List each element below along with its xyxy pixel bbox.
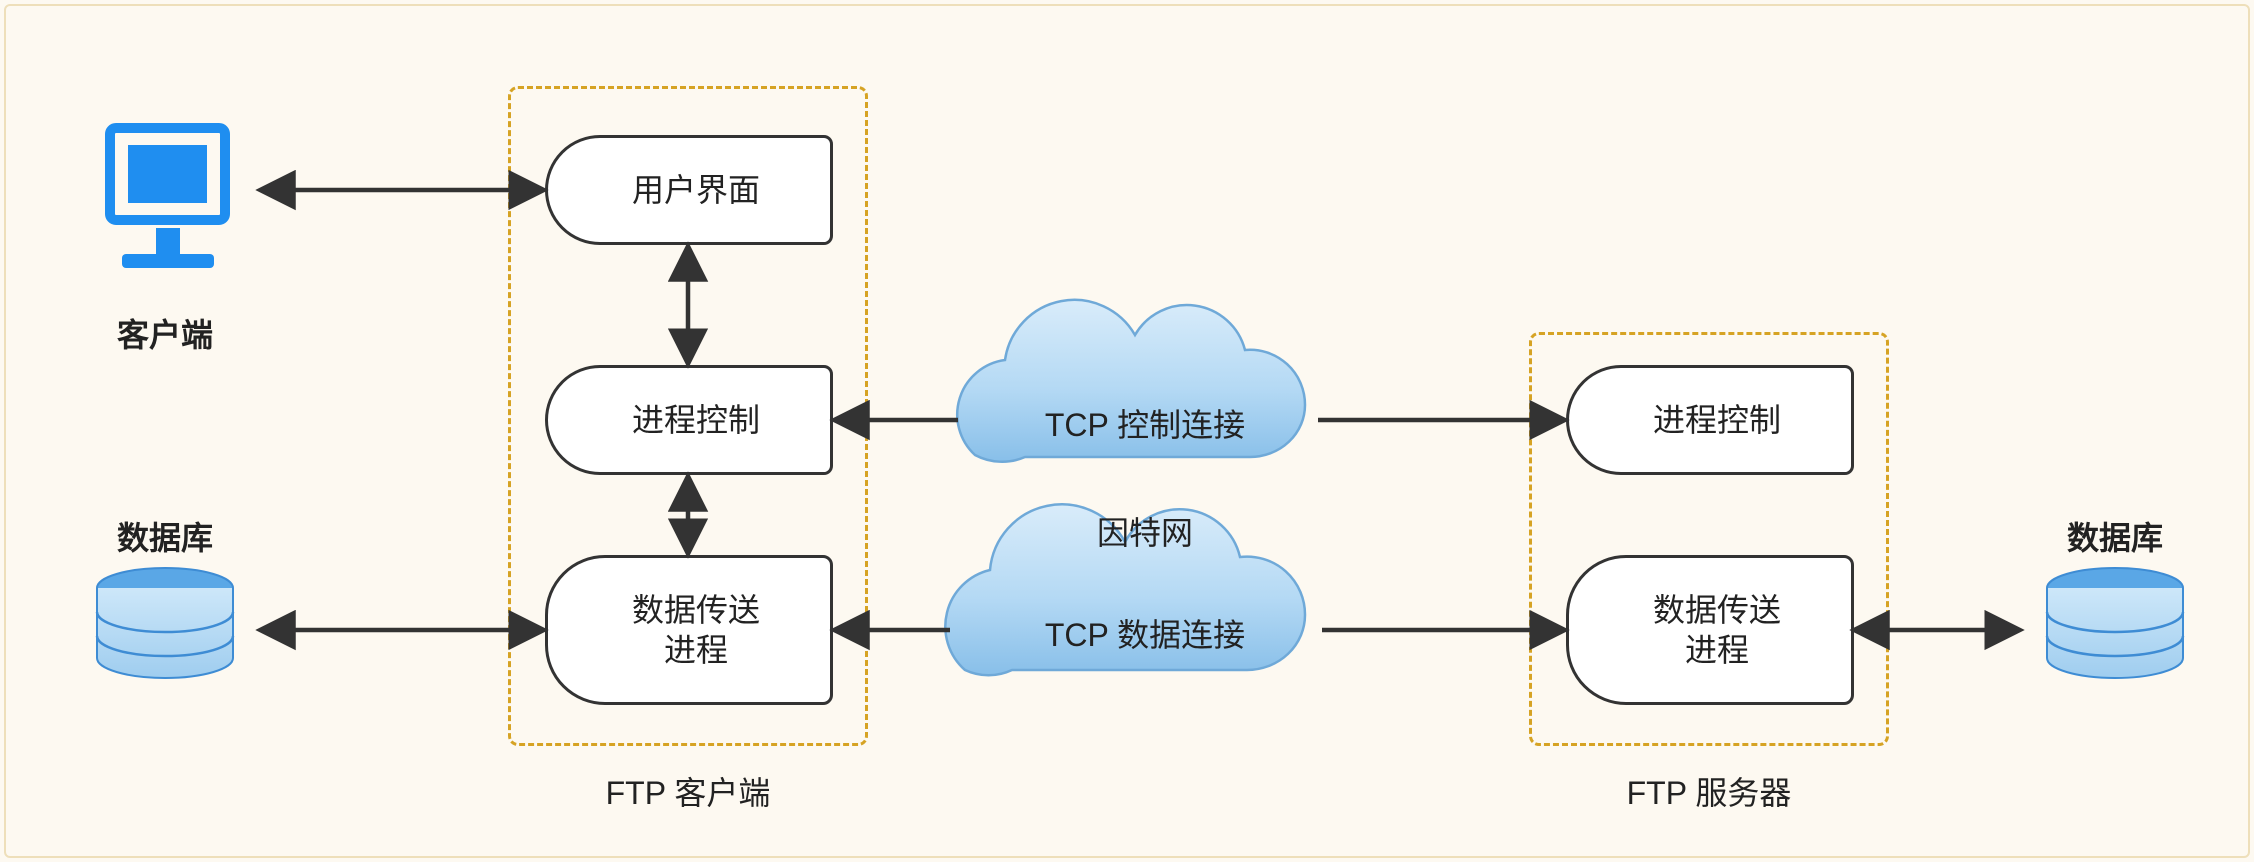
client-ui-box: 用户界面 xyxy=(545,135,833,245)
ftp-client-group-label: FTP 客户端 xyxy=(508,768,868,814)
ftp-server-group-label: FTP 服务器 xyxy=(1529,768,1889,814)
client-proc-ctrl-box: 进程控制 xyxy=(545,365,833,475)
server-proc-ctrl-box: 进程控制 xyxy=(1566,365,1854,475)
database-right-icon xyxy=(2047,568,2183,678)
client-data-xfer-box: 数据传送 进程 xyxy=(545,555,833,705)
db-right-label: 数据库 xyxy=(2035,513,2195,559)
ctrl-conn-label: TCP 控制连接 xyxy=(1020,400,1270,446)
database-left-icon xyxy=(97,568,233,678)
client-icon-label: 客户端 xyxy=(85,310,245,356)
monitor-icon xyxy=(110,128,225,268)
client-data-xfer-label: 数据传送 进程 xyxy=(618,590,760,670)
client-ui-label: 用户界面 xyxy=(618,170,760,210)
db-left-label: 数据库 xyxy=(85,513,245,559)
data-conn-label: TCP 数据连接 xyxy=(1020,610,1270,656)
server-data-xfer-box: 数据传送 进程 xyxy=(1566,555,1854,705)
internet-label: 因特网 xyxy=(1065,508,1225,554)
client-proc-ctrl-label: 进程控制 xyxy=(618,400,760,440)
server-proc-ctrl-label: 进程控制 xyxy=(1639,400,1781,440)
server-data-xfer-label: 数据传送 进程 xyxy=(1639,590,1781,670)
